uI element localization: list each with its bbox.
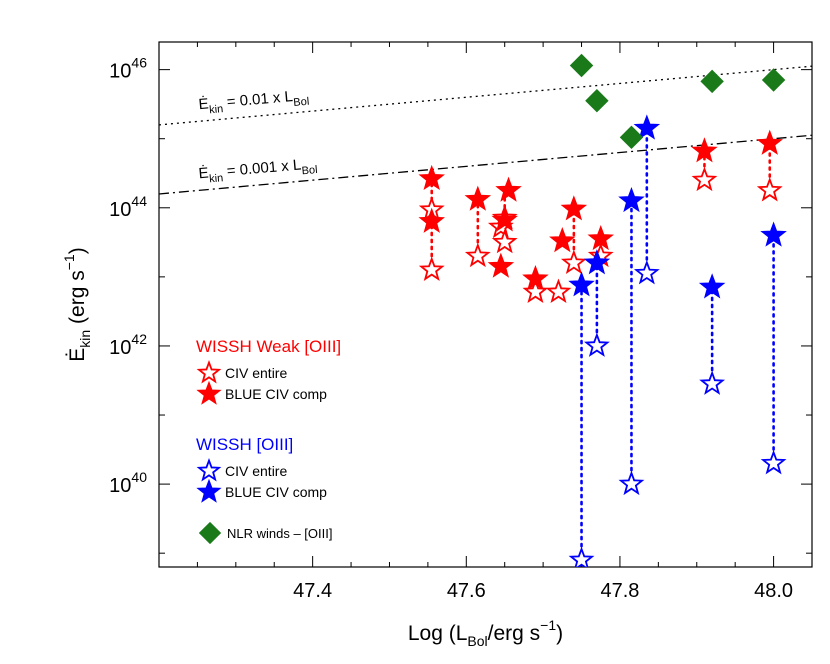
data-point xyxy=(491,206,518,232)
y-tick-label: 1044 xyxy=(109,193,147,221)
legend-marker-open-star xyxy=(196,457,222,482)
legend-title: WISSH [OIII] xyxy=(196,435,293,454)
data-point xyxy=(522,278,549,304)
legend: WISSH Weak [OIII] CIV entire BLUE CIV comp… xyxy=(196,337,341,545)
reference-line-label: Ėkin = 0.001 x LBol xyxy=(198,154,318,186)
y-axis-label: Ėkin (erg s−1) xyxy=(61,247,93,361)
plot-area xyxy=(159,53,812,567)
data-point xyxy=(587,224,614,251)
x-tick-label: 47.4 xyxy=(293,580,332,602)
data-point xyxy=(568,546,595,567)
data-point xyxy=(760,449,787,475)
data-point xyxy=(491,228,518,254)
data-point xyxy=(700,69,724,94)
data-point xyxy=(418,207,445,233)
y-tick-label: 1040 xyxy=(109,469,147,497)
data-point xyxy=(585,89,609,113)
x-axis-label: Log (LBol/erg s−1) xyxy=(408,617,563,649)
data-point xyxy=(487,252,515,278)
data-point xyxy=(756,176,783,202)
data-point xyxy=(618,470,645,496)
data-point xyxy=(464,242,491,268)
x-tick-label: 47.8 xyxy=(600,580,639,602)
plot-frame xyxy=(158,41,813,568)
data-point xyxy=(691,166,718,192)
data-point xyxy=(418,256,445,281)
data-point xyxy=(633,259,660,285)
data-point xyxy=(583,249,611,275)
data-point xyxy=(560,249,587,275)
data-point xyxy=(698,273,726,299)
legend-entry-label: CIV entire xyxy=(225,463,287,479)
data-point xyxy=(618,186,645,213)
legend-marker-filled-star xyxy=(196,380,222,405)
x-tick-label: 47.6 xyxy=(447,580,486,602)
data-point xyxy=(699,370,726,395)
x-tick-label: 48.0 xyxy=(754,580,793,602)
data-point xyxy=(691,137,718,163)
data-point xyxy=(619,125,644,150)
data-point xyxy=(583,332,610,357)
legend-title: WISSH Weak [OIII] xyxy=(196,337,341,356)
data-point xyxy=(522,265,549,291)
y-tick-label: 1042 xyxy=(109,331,147,359)
data-point xyxy=(495,176,522,202)
legend-entry-label: NLR winds – [OIII] xyxy=(227,526,332,541)
reference-line-label: Ėkin = 0.01 x LBol xyxy=(198,86,310,118)
data-point xyxy=(568,271,595,297)
data-point xyxy=(633,114,661,140)
legend-marker-diamond xyxy=(198,521,222,545)
data-point xyxy=(418,164,445,191)
data-point xyxy=(569,53,594,78)
data-point xyxy=(761,68,786,92)
reference-line-001 xyxy=(159,65,812,126)
legend-entry-label: CIV entire xyxy=(225,365,287,381)
data-point xyxy=(464,185,492,211)
data-point xyxy=(756,129,783,155)
legend-entry-label: BLUE CIV comp xyxy=(225,484,327,500)
data-point xyxy=(560,195,588,221)
data-point xyxy=(549,227,576,253)
data-point xyxy=(760,221,787,247)
legend-entry-label: BLUE CIV comp xyxy=(225,386,327,402)
legend-marker-filled-star xyxy=(196,478,222,503)
y-tick-label: 1046 xyxy=(109,55,147,83)
legend-marker-open-star xyxy=(196,359,222,384)
data-point xyxy=(545,278,572,304)
